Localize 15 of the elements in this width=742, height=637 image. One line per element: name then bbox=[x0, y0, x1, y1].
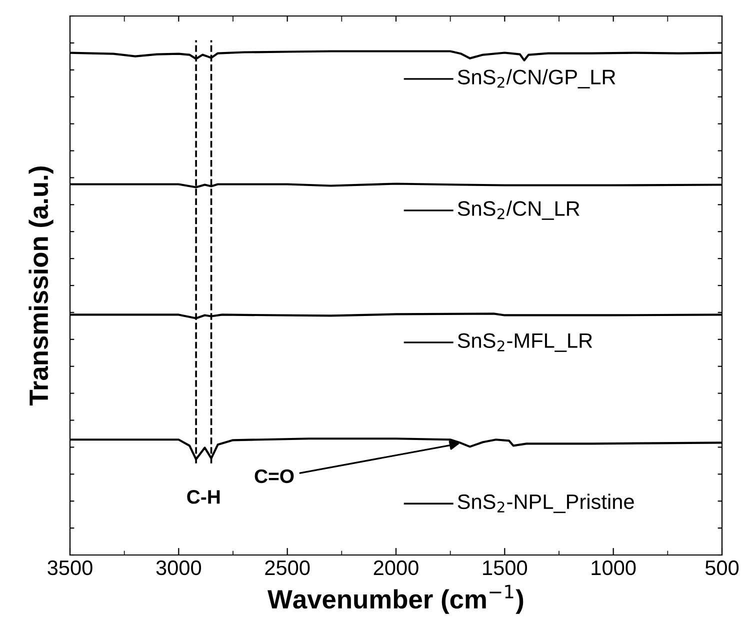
legend-label: SnS$_{2}$/CN/GP_LR bbox=[458, 69, 616, 88]
legend-label: SnS$_{2}$-NPL_Pristine bbox=[458, 494, 634, 514]
x-tick-label: 500 bbox=[705, 560, 739, 576]
x-tick-label: 2000 bbox=[374, 560, 418, 576]
x-tick-label: 3000 bbox=[156, 560, 202, 576]
annotation: C=O bbox=[254, 469, 294, 484]
x-axis-title: Wavenumber (cm$^{−1}$) bbox=[268, 584, 524, 614]
legend-label: SnS$_{2}$-MFL_LR bbox=[458, 333, 592, 352]
x-tick-label: 1500 bbox=[483, 560, 528, 576]
x-tick-label: 3500 bbox=[48, 560, 92, 576]
legend-label: SnS$_{2}$/CN_LR bbox=[458, 200, 580, 220]
x-tick-label: 1000 bbox=[592, 560, 636, 576]
y-axis-title: Transmission (a.u.) bbox=[28, 166, 54, 406]
x-tick-label: 2500 bbox=[265, 560, 310, 576]
annotation: C-H bbox=[187, 490, 220, 504]
